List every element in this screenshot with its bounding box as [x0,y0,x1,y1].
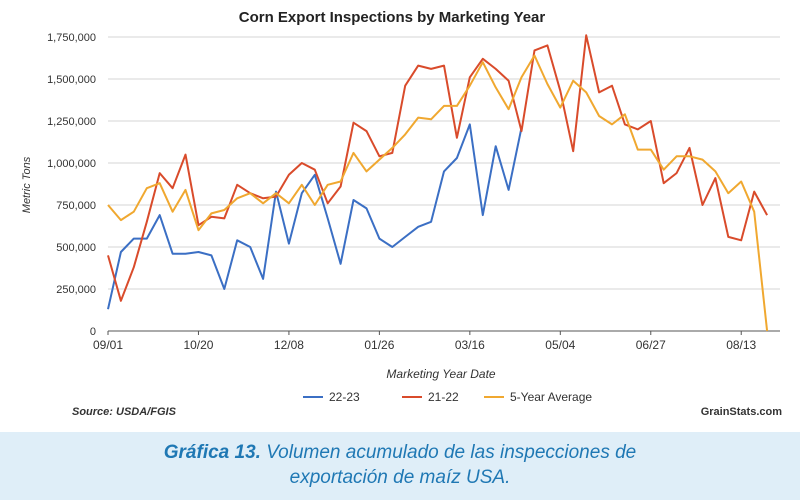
line-chart: Corn Export Inspections by Marketing Yea… [21,9,783,418]
y-tick-label: 1,250,000 [47,116,96,128]
x-tick-label: 12/08 [274,338,304,352]
chart-panel: Corn Export Inspections by Marketing Yea… [0,0,800,432]
y-tick-label: 500,000 [56,242,96,254]
caption-text-line2: exportación de maíz USA. [289,467,511,488]
x-tick-label: 01/26 [364,338,394,352]
legend: 22-23 21-22 5-Year Average [303,390,592,404]
y-tick-label: 1,750,000 [47,32,96,44]
y-axis-label: Metric Tons [21,156,33,213]
legend-label: 21-22 [428,390,459,404]
series-line-2 [107,34,768,302]
figure-caption: Gráfica 13. Volumen acumulado de las ins… [0,440,800,490]
caption-lead: Gráfica 13. [163,442,261,463]
x-tick-label: 03/16 [455,338,485,352]
x-tick-label: 06/27 [636,338,666,352]
legend-label: 5-Year Average [510,390,592,404]
caption-text: Volumen acumulado de las inspecciones de [266,442,637,463]
x-tick-label: 05/04 [545,338,575,352]
series-line-1 [107,123,523,310]
y-tick-label: 250,000 [56,284,96,296]
x-tick-label: 10/20 [183,338,213,352]
y-axis-ticks: 0 250,000 500,000 750,000 1,000,000 1,250,000… [47,32,96,338]
chart-title: Corn Export Inspections by Marketing Yea… [239,9,546,26]
series-lines [107,34,769,332]
series-line-3 [107,54,769,332]
x-axis-label: Marketing Year Date [386,367,495,381]
x-axis-ticks: 09/01 10/20 12/08 01/26 03/16 05/04 06/27 08/13 [93,331,757,352]
gridlines [108,36,780,332]
y-tick-label: 1,500,000 [47,74,96,86]
y-tick-label: 750,000 [56,200,96,212]
y-tick-label: 0 [90,326,96,338]
x-tick-label: 08/13 [726,338,756,352]
legend-label: 22-23 [329,390,360,404]
source-note: Source: USDA/FGIS [72,406,177,418]
x-tick-label: 09/01 [93,338,123,352]
brand-label: GrainStats.com [701,406,783,418]
y-tick-label: 1,000,000 [47,158,96,170]
